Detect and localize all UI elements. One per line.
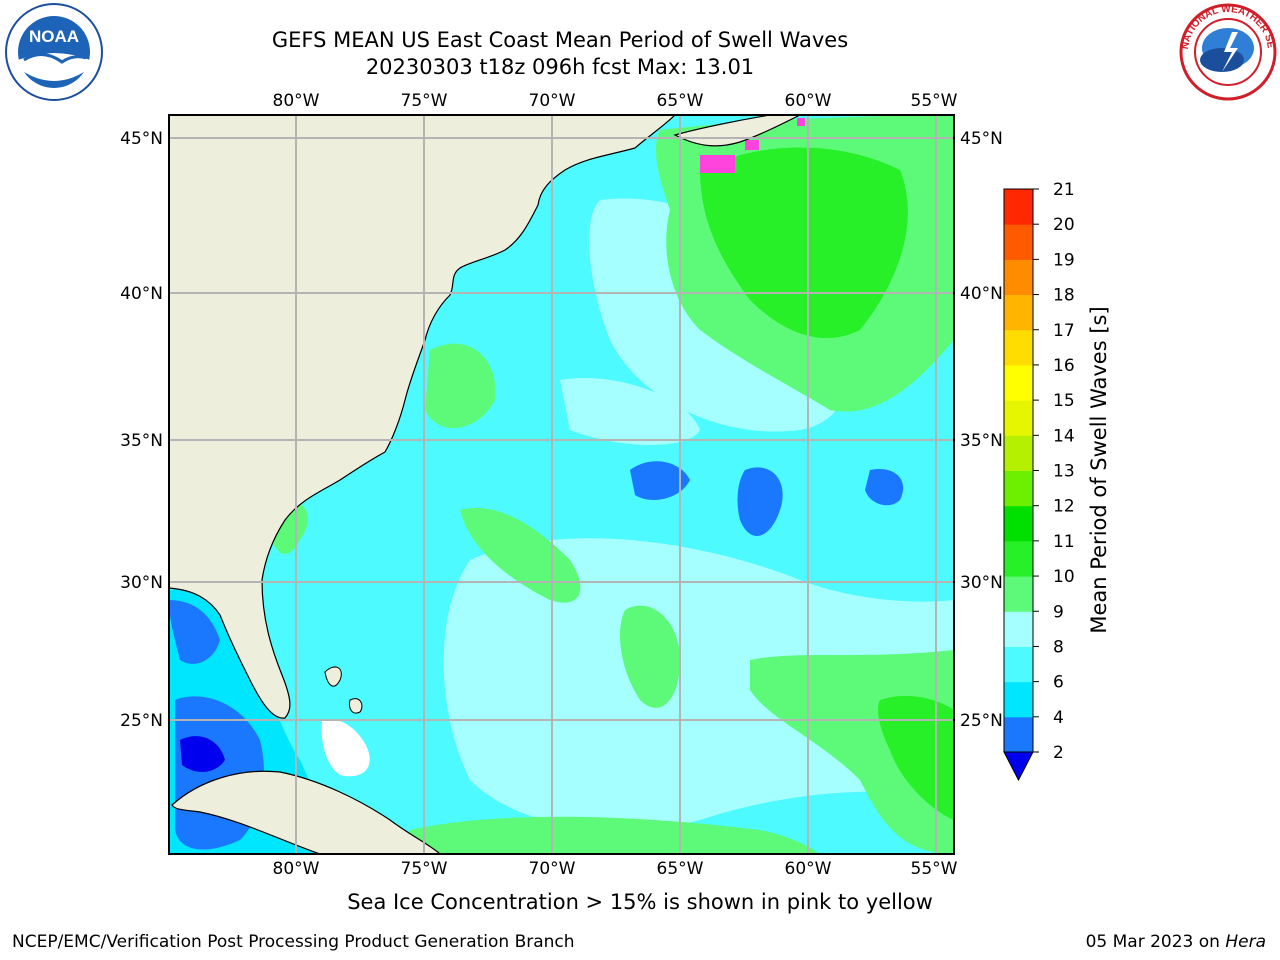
colorbar-band <box>1004 681 1033 718</box>
land-bahamas <box>349 698 363 714</box>
colorbar-band <box>1004 470 1033 507</box>
lon-label-top: 75°W <box>401 91 448 111</box>
colorbar-band <box>1004 224 1033 260</box>
colorbar-label: Mean Period of Swell Waves [s] <box>1087 306 1111 633</box>
colorbar-tick-label: 10 <box>1053 567 1075 587</box>
lat-label-right: 40°N <box>960 284 1003 304</box>
footer-date-text: 05 Mar 2023 on <box>1085 932 1226 952</box>
lon-label-top: 80°W <box>273 91 320 111</box>
colorbar: 2 4 6 8 9 10 11 12 13 14 15 16 17 18 19 20 21 <box>1003 180 1075 782</box>
colorbar-tick-label: 14 <box>1053 426 1075 446</box>
colorbar-tick-label: 20 <box>1053 215 1075 235</box>
lat-label-left: 30°N <box>120 573 163 593</box>
sea-ice-patch <box>797 118 805 126</box>
map-area <box>169 115 954 854</box>
swell-band-9-10 <box>620 605 680 708</box>
colorbar-band <box>1004 540 1033 577</box>
lon-label-top: 70°W <box>529 91 576 111</box>
swell-band-0-2 <box>180 736 225 772</box>
lat-label-right: 35°N <box>960 431 1003 451</box>
swell-band-2-4 <box>630 461 690 500</box>
lon-label-bottom: 70°W <box>529 859 576 879</box>
lon-label-top: 60°W <box>785 91 832 111</box>
colorbar-band <box>1004 329 1033 366</box>
land-cuba <box>171 770 441 854</box>
colorbar-tick-label: 11 <box>1053 532 1075 552</box>
colorbar-band <box>1004 435 1033 471</box>
colorbar-band <box>1004 294 1033 331</box>
colorbar-band <box>1004 576 1033 612</box>
colorbar-band <box>1004 364 1033 401</box>
swell-band-9-10 <box>425 343 496 429</box>
graticule <box>169 115 954 854</box>
colorbar-tick-label: 13 <box>1053 462 1075 482</box>
lat-label-right: 25°N <box>960 711 1003 731</box>
swell-band-9-10 <box>410 816 820 854</box>
sea-ice-note: Sea Ice Concentration > 15% is shown in … <box>347 890 933 914</box>
footer-credit: NCEP/EMC/Verification Post Processing Pr… <box>12 932 575 952</box>
colorbar-extend-arrow <box>1003 751 1034 782</box>
colorbar-band <box>1004 646 1033 683</box>
lon-label-bottom: 75°W <box>401 859 448 879</box>
lon-label-bottom: 80°W <box>273 859 320 879</box>
colorbar-tick-label: 8 <box>1053 637 1064 657</box>
sea-ice-patch <box>745 140 759 150</box>
footer-host: Hera <box>1225 932 1266 952</box>
colorbar-tick-label: 9 <box>1053 602 1064 622</box>
lon-label-top: 65°W <box>657 91 704 111</box>
colorbar-tick-label: 2 <box>1053 743 1064 763</box>
swell-band-8-9 <box>560 378 700 445</box>
colorbar-band <box>1004 189 1033 225</box>
colorbar-band <box>1004 611 1033 647</box>
lat-label-left: 25°N <box>120 711 163 731</box>
map-subtitle: 20230303 t18z 096h fcst Max: 13.01 <box>365 55 755 79</box>
colorbar-tick-label: 15 <box>1053 391 1075 411</box>
no-data-bank <box>321 719 370 777</box>
colorbar-tick-label: 16 <box>1053 356 1075 376</box>
footer-date: 05 Mar 2023 on Hera <box>1086 932 1266 952</box>
swell-band-2-4 <box>169 600 220 664</box>
sea-ice-patch <box>700 155 735 173</box>
lat-label-left: 40°N <box>120 284 163 304</box>
colorbar-tick-label: 18 <box>1053 286 1075 306</box>
colorbar-band <box>1004 716 1033 753</box>
lon-label-bottom: 60°W <box>785 859 832 879</box>
land-bahamas <box>324 666 342 687</box>
colorbar-tick-label: 21 <box>1053 180 1075 200</box>
noaa-logo: NOAA <box>5 3 103 101</box>
swell-band-9-10 <box>460 508 581 603</box>
lon-label-bottom: 55°W <box>911 859 958 879</box>
swell-band-8-9 <box>443 538 954 830</box>
colorbar-tick-label: 12 <box>1053 497 1075 517</box>
map-title: GEFS MEAN US East Coast Mean Period of S… <box>271 28 849 52</box>
colorbar-tick-label: 17 <box>1053 321 1075 341</box>
colorbar-band <box>1004 505 1033 542</box>
nws-logo: NATIONAL WEATHER SERVICE <box>1176 2 1277 101</box>
colorbar-tick-label: 6 <box>1053 673 1064 693</box>
colorbar-tick-label: 19 <box>1053 250 1075 270</box>
lat-label-right: 45°N <box>960 129 1003 149</box>
lat-label-right: 30°N <box>960 573 1003 593</box>
lon-label-bottom: 65°W <box>657 859 704 879</box>
lat-label-left: 45°N <box>120 129 163 149</box>
lon-label-top: 55°W <box>911 91 958 111</box>
swell-band-2-4 <box>737 467 783 537</box>
map-frame <box>168 114 955 855</box>
colorbar-band <box>1004 259 1033 296</box>
colorbar-tick-label: 4 <box>1053 708 1064 728</box>
colorbar-band <box>1004 400 1033 436</box>
swell-band-2-4 <box>865 469 904 506</box>
lat-label-left: 35°N <box>120 431 163 451</box>
swell-band-10-11 <box>700 147 908 339</box>
noaa-logo-text: NOAA <box>29 27 79 46</box>
